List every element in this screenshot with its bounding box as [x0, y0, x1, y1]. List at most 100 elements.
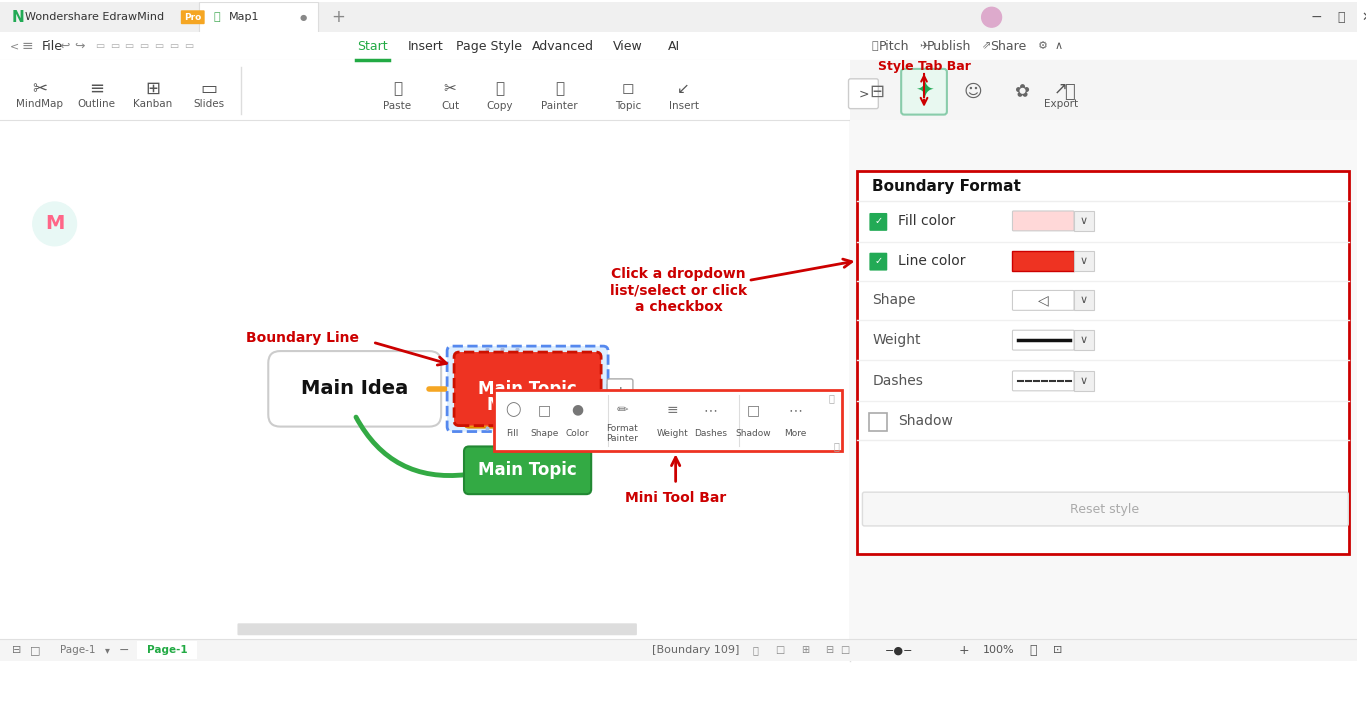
Text: ✿: ✿ [1014, 83, 1029, 101]
FancyBboxPatch shape [268, 351, 441, 426]
FancyBboxPatch shape [848, 79, 878, 109]
FancyBboxPatch shape [607, 379, 632, 405]
Text: ✓: ✓ [874, 256, 882, 265]
Text: 📄: 📄 [496, 81, 504, 96]
Text: ↪: ↪ [74, 40, 85, 52]
Text: ✓: ✓ [874, 216, 882, 226]
Text: ≡: ≡ [89, 80, 104, 98]
Text: ▭: ▭ [184, 41, 194, 51]
Text: ∨: ∨ [1081, 295, 1089, 305]
Text: +: + [959, 644, 968, 657]
Circle shape [38, 207, 71, 241]
Text: ●: ● [571, 402, 583, 417]
FancyBboxPatch shape [1012, 371, 1074, 391]
Text: ∨: ∨ [1081, 216, 1089, 226]
Text: 🖌: 🖌 [555, 81, 564, 96]
Text: Ma: Ma [486, 396, 515, 414]
FancyBboxPatch shape [0, 32, 1358, 60]
Text: 🖱: 🖱 [753, 645, 758, 655]
Text: ≡: ≡ [22, 39, 34, 53]
Text: 📋: 📋 [393, 81, 402, 96]
Text: Painter: Painter [541, 101, 578, 111]
Text: ⊡: ⊡ [1053, 645, 1063, 655]
Text: +: + [615, 385, 626, 399]
Text: Weight: Weight [657, 429, 688, 438]
Text: Format
Painter: Format Painter [607, 424, 638, 443]
Text: Mini Tool Bar: Mini Tool Bar [626, 491, 727, 505]
Text: ✂: ✂ [444, 81, 456, 96]
Text: Page-1: Page-1 [146, 645, 187, 655]
Text: Paste: Paste [384, 101, 411, 111]
Text: Reset style: Reset style [1071, 502, 1139, 515]
Text: Publish: Publish [926, 40, 971, 52]
Circle shape [33, 202, 76, 246]
Text: ◁: ◁ [1038, 294, 1049, 307]
Text: 📌: 📌 [829, 393, 835, 403]
Text: Cut: Cut [441, 101, 459, 111]
Text: ▭: ▭ [154, 41, 164, 51]
Text: ↗: ↗ [1055, 80, 1068, 98]
Text: View: View [613, 40, 643, 52]
FancyBboxPatch shape [198, 2, 318, 33]
Text: Slides: Slides [193, 99, 224, 109]
Text: Map1: Map1 [228, 12, 260, 22]
Text: ⊟: ⊟ [12, 645, 22, 655]
FancyBboxPatch shape [1012, 211, 1074, 231]
Text: ⊞: ⊞ [800, 645, 809, 655]
FancyBboxPatch shape [1074, 211, 1094, 231]
Text: ●: ● [299, 13, 307, 22]
Text: Dashes: Dashes [873, 374, 923, 388]
Text: Topic: Topic [615, 101, 641, 111]
Text: <: < [10, 41, 19, 51]
FancyBboxPatch shape [1012, 291, 1074, 310]
Text: [Boundary 109]: [Boundary 109] [652, 645, 739, 655]
Text: ∨: ∨ [1081, 376, 1089, 386]
Text: □: □ [840, 645, 850, 655]
Text: Pro: Pro [184, 13, 201, 22]
FancyBboxPatch shape [0, 120, 850, 661]
Text: Main Idea: Main Idea [301, 379, 408, 398]
FancyBboxPatch shape [902, 69, 947, 115]
Text: ▭: ▭ [109, 41, 119, 51]
Text: Page Style: Page Style [456, 40, 522, 52]
Text: ✏: ✏ [616, 402, 628, 417]
Text: Shape: Shape [873, 294, 915, 307]
FancyBboxPatch shape [464, 382, 589, 428]
Text: >: > [858, 87, 869, 100]
Text: ⤡: ⤡ [833, 442, 840, 452]
Text: □: □ [30, 645, 41, 655]
Circle shape [982, 7, 1001, 27]
FancyBboxPatch shape [862, 492, 1348, 526]
Text: Fill color: Fill color [899, 214, 955, 228]
Text: ▭: ▭ [169, 41, 179, 51]
FancyBboxPatch shape [850, 120, 1358, 661]
Text: ↙: ↙ [678, 81, 690, 96]
Text: Share: Share [990, 40, 1027, 52]
Text: 🖥: 🖥 [872, 41, 878, 51]
FancyBboxPatch shape [1074, 371, 1094, 391]
Text: ↩: ↩ [59, 40, 70, 52]
FancyBboxPatch shape [464, 447, 591, 494]
Text: Export: Export [1044, 99, 1078, 109]
Text: □: □ [747, 402, 759, 417]
Text: −: − [1311, 10, 1322, 24]
Text: ≡: ≡ [667, 402, 679, 417]
FancyBboxPatch shape [137, 641, 197, 659]
Text: Pitch: Pitch [878, 40, 910, 52]
Text: File: File [42, 40, 63, 52]
Text: ⚙: ⚙ [1038, 41, 1048, 51]
Text: ▭: ▭ [201, 80, 217, 98]
Text: Dashes: Dashes [694, 429, 727, 438]
Text: ⋯: ⋯ [788, 402, 802, 417]
Text: Shadow: Shadow [735, 429, 770, 438]
Text: Main Topic: Main Topic [478, 380, 576, 398]
Text: ✂: ✂ [33, 80, 48, 98]
Text: ⇗: ⇗ [982, 41, 992, 51]
Text: M: M [45, 215, 64, 233]
Text: ▭: ▭ [139, 41, 149, 51]
Text: N: N [12, 9, 25, 25]
Text: ⊟: ⊟ [825, 645, 833, 655]
Text: ⧉: ⧉ [1337, 11, 1346, 24]
FancyBboxPatch shape [869, 253, 888, 270]
FancyBboxPatch shape [869, 413, 888, 431]
